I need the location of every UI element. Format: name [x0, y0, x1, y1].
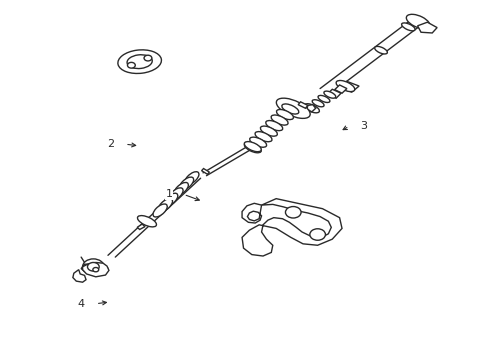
- Circle shape: [144, 55, 152, 61]
- Circle shape: [127, 62, 135, 68]
- Ellipse shape: [270, 115, 287, 125]
- Circle shape: [93, 267, 99, 272]
- Polygon shape: [242, 199, 341, 256]
- Ellipse shape: [265, 121, 282, 131]
- Ellipse shape: [335, 81, 354, 91]
- Ellipse shape: [153, 204, 167, 217]
- Ellipse shape: [317, 95, 329, 103]
- Ellipse shape: [249, 137, 266, 147]
- Ellipse shape: [168, 188, 183, 201]
- Polygon shape: [306, 105, 315, 112]
- Polygon shape: [242, 203, 261, 223]
- Ellipse shape: [255, 132, 271, 142]
- Text: 2: 2: [106, 139, 114, 149]
- Ellipse shape: [276, 109, 293, 120]
- Ellipse shape: [406, 14, 429, 29]
- Ellipse shape: [260, 126, 277, 136]
- Polygon shape: [81, 263, 108, 275]
- Ellipse shape: [184, 172, 199, 185]
- Ellipse shape: [276, 98, 309, 118]
- Circle shape: [309, 229, 325, 240]
- Ellipse shape: [304, 104, 319, 113]
- Polygon shape: [298, 102, 307, 108]
- Ellipse shape: [163, 193, 178, 206]
- Ellipse shape: [179, 177, 193, 190]
- Ellipse shape: [281, 104, 298, 114]
- Ellipse shape: [244, 143, 261, 153]
- Circle shape: [87, 262, 99, 271]
- Ellipse shape: [174, 183, 188, 195]
- Ellipse shape: [118, 50, 161, 73]
- Circle shape: [82, 259, 104, 275]
- Polygon shape: [334, 85, 346, 93]
- Polygon shape: [137, 224, 145, 229]
- Polygon shape: [417, 22, 436, 33]
- Text: 3: 3: [360, 121, 366, 131]
- Ellipse shape: [244, 141, 261, 152]
- Polygon shape: [201, 168, 209, 174]
- Ellipse shape: [158, 199, 172, 212]
- Ellipse shape: [137, 216, 156, 227]
- Ellipse shape: [311, 100, 324, 107]
- Text: 1: 1: [165, 189, 172, 199]
- Polygon shape: [73, 270, 86, 282]
- Ellipse shape: [374, 46, 386, 54]
- Ellipse shape: [127, 55, 152, 68]
- Polygon shape: [339, 81, 358, 92]
- Text: 4: 4: [78, 299, 84, 309]
- Ellipse shape: [401, 23, 414, 31]
- Polygon shape: [82, 262, 109, 277]
- Polygon shape: [327, 89, 340, 98]
- Ellipse shape: [323, 91, 335, 98]
- Circle shape: [285, 207, 301, 218]
